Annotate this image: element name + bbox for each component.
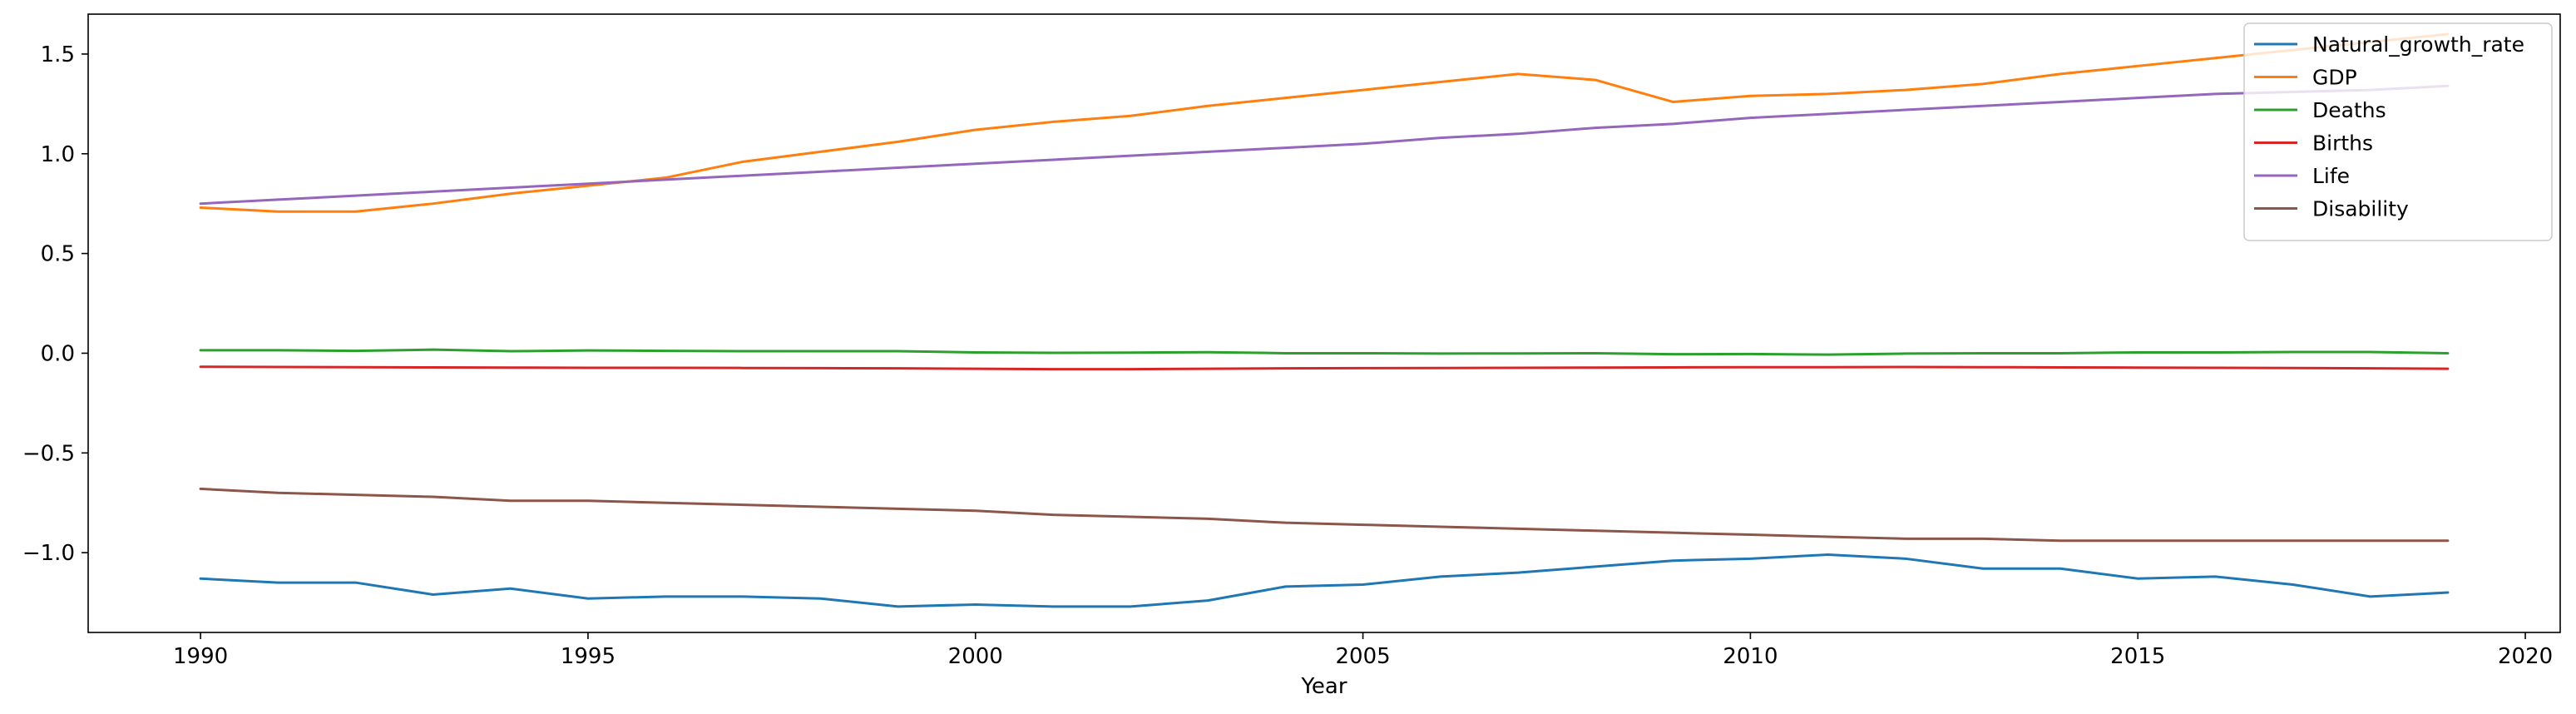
y-tick-label: −1.0 <box>22 541 75 566</box>
series-line-disability <box>199 487 2450 543</box>
x-tick-label: 2020 <box>2498 644 2553 669</box>
series-line-natural-growth-rate <box>199 553 2450 608</box>
x-tick-label: 1995 <box>561 644 616 669</box>
x-tick-label: 2010 <box>1723 644 1777 669</box>
y-tick-label: 1.5 <box>41 42 75 67</box>
series-line-gdp <box>199 32 2450 213</box>
x-tick-label: 2000 <box>948 644 1003 669</box>
y-tick-label: 0.0 <box>41 341 75 366</box>
series-line-births <box>199 365 2450 371</box>
y-tick-label: −0.5 <box>22 441 75 466</box>
series-line-deaths <box>199 348 2450 356</box>
axis-ticks: 1990 1995 2000 2005 2010 2015 2020 −1.0 −0.5 0.0 0… <box>22 42 2553 669</box>
legend-label: GDP <box>2312 66 2357 90</box>
series-lines <box>199 32 2450 608</box>
x-tick-label: 1990 <box>173 644 228 669</box>
legend-label: Natural_growth_rate <box>2312 32 2524 57</box>
plot-frame <box>87 13 2561 633</box>
legend-label: Deaths <box>2312 98 2386 122</box>
x-tick-label: 2005 <box>1335 644 1390 669</box>
y-tick-label: 1.0 <box>41 142 75 167</box>
x-tick-label: 2015 <box>2110 644 2165 669</box>
y-tick-label: 0.5 <box>41 242 75 267</box>
x-axis-label: Year <box>1300 674 1347 699</box>
legend-label: Births <box>2312 131 2373 156</box>
series-line-life <box>199 84 2450 206</box>
legend-label: Disability <box>2312 197 2409 221</box>
legend-label: Life <box>2312 164 2350 188</box>
legend: Natural_growth_rate GDP Deaths Births Life Di… <box>2243 22 2553 241</box>
legend-box <box>2243 22 2553 241</box>
